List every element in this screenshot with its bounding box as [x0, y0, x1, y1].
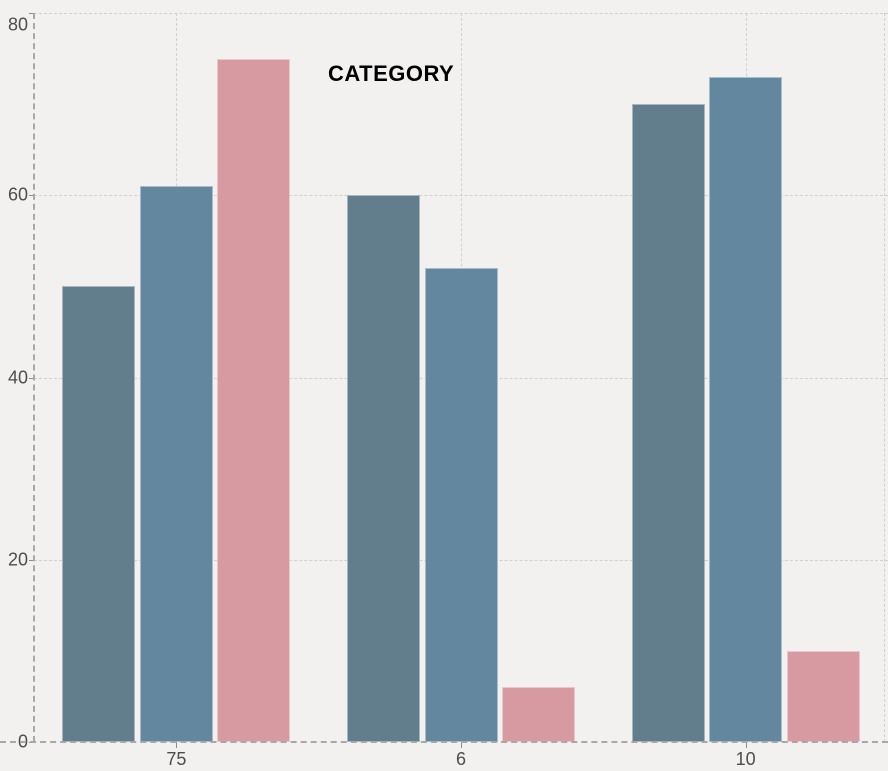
y-axis-tick-60: [29, 195, 34, 197]
x-axis-baseline: [0, 741, 888, 743]
bar-group-10-series-3: [786, 650, 860, 742]
x-axis-tick-label-6: 6: [455, 749, 467, 769]
y-axis-tick-80: [29, 13, 34, 14]
y-axis-tick-label-40: 40: [7, 367, 28, 387]
plot-right-edge-gridline: [884, 13, 885, 742]
x-axis-tick-10: [745, 742, 747, 748]
y-axis-tick-20: [29, 559, 34, 561]
y-axis-tick-label-20: 20: [7, 549, 28, 570]
bar-group-6-series-3: [502, 687, 575, 742]
bar-group-10-series-1: [631, 104, 705, 742]
y-axis-line: [33, 13, 35, 742]
x-axis-tick-75: [176, 742, 178, 748]
bar-group-10-series-2: [709, 76, 783, 742]
y-axis-tick-label-80: 80: [7, 14, 28, 35]
x-axis-tick-6: [461, 742, 462, 748]
bar-group-75-series-2: [139, 186, 213, 742]
chart-title: CATEGORY: [328, 61, 455, 86]
bar-group-75-series-3: [217, 58, 291, 742]
bar-group-6-series-2: [424, 268, 498, 742]
y-axis-tick-40: [29, 377, 34, 379]
y-axis-tick-label-60: 60: [7, 184, 28, 205]
bar-group-75-series-1: [62, 286, 136, 742]
x-axis-tick-label-75: 75: [166, 749, 187, 769]
bar-group-6-series-1: [347, 195, 420, 742]
x-axis-tick-label-10: 10: [735, 749, 756, 769]
